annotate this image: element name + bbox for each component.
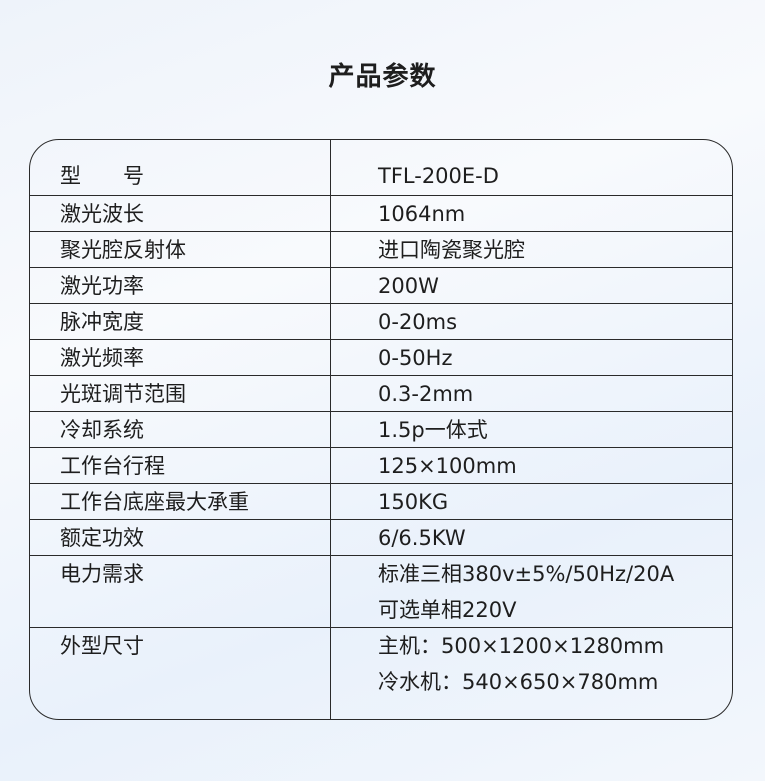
table-row: 工作台底座最大承重 150KG — [30, 484, 732, 520]
row-label: 工作台底座最大承重 — [60, 490, 249, 514]
value-line: 125×100mm — [378, 454, 517, 478]
row-label: 聚光腔反射体 — [60, 238, 186, 262]
table-row: 聚光腔反射体 进口陶瓷聚光腔 — [30, 232, 732, 268]
row-value: 主机：500×1200×1280mm 冷水机：540×650×780mm — [378, 628, 664, 700]
spec-table: 型 号 TFL-200E-D 激光波长 1064nm 聚光腔反射体 进口陶瓷聚光腔激光功率… — [29, 139, 733, 720]
column-divider — [330, 140, 331, 719]
table-row: 额定功效 6/6.5KW — [30, 520, 732, 556]
row-value: 150KG — [378, 484, 448, 520]
value-line: 6/6.5KW — [378, 526, 466, 550]
value-line: 0-50Hz — [378, 346, 453, 370]
value-line: 冷水机：540×650×780mm — [378, 670, 659, 694]
row-value: 0-20ms — [378, 304, 457, 340]
row-value: 6/6.5KW — [378, 520, 466, 556]
row-label: 激光频率 — [60, 346, 144, 370]
table-row: 冷却系统 1.5p一体式 — [30, 412, 732, 448]
table-row: 激光功率 200W — [30, 268, 732, 304]
table-row: 激光频率 0-50Hz — [30, 340, 732, 376]
row-label: 激光功率 — [60, 274, 144, 298]
table-row: 型 号 TFL-200E-D — [30, 140, 732, 196]
table-row: 光斑调节范围 0.3-2mm — [30, 376, 732, 412]
row-value: 0.3-2mm — [378, 376, 473, 412]
row-value: 1064nm — [378, 196, 465, 232]
row-label: 冷却系统 — [60, 418, 144, 442]
row-label: 型 号 — [60, 164, 144, 188]
value-line: 0.3-2mm — [378, 382, 474, 406]
table-row: 工作台行程 125×100mm — [30, 448, 732, 484]
table-row: 电力需求 标准三相380v±5%/50Hz/20A 可选单相220V — [30, 556, 732, 628]
row-label: 额定功效 — [60, 526, 144, 550]
row-value: 进口陶瓷聚光腔 — [378, 232, 525, 268]
value-line: 进口陶瓷聚光腔 — [378, 238, 525, 262]
row-label: 电力需求 — [60, 562, 144, 586]
row-label: 工作台行程 — [60, 454, 165, 478]
value-line: 可选单相220V — [378, 598, 517, 622]
row-label: 激光波长 — [60, 202, 144, 226]
row-value: 0-50Hz — [378, 340, 452, 376]
table-row: 脉冲宽度 0-20ms — [30, 304, 732, 340]
value-line: 0-20ms — [378, 310, 458, 334]
value-line: 200W — [378, 274, 439, 298]
row-value: 1.5p一体式 — [378, 412, 488, 448]
row-label: 脉冲宽度 — [60, 310, 144, 334]
row-value: 标准三相380v±5%/50Hz/20A 可选单相220V — [378, 556, 674, 628]
value-line: 1064nm — [378, 202, 466, 226]
row-value: TFL-200E-D — [378, 158, 499, 194]
value-line: 标准三相380v±5%/50Hz/20A — [378, 562, 675, 586]
table-row: 激光波长 1064nm — [30, 196, 732, 232]
value-line: 150KG — [378, 490, 449, 514]
table-row: 外型尺寸 主机：500×1200×1280mm 冷水机：540×650×780mm — [30, 628, 732, 719]
value-line: TFL-200E-D — [378, 164, 499, 188]
page-title: 产品参数 — [328, 62, 437, 92]
value-line: 1.5p一体式 — [378, 418, 488, 442]
row-value: 125×100mm — [378, 448, 517, 484]
row-label: 外型尺寸 — [60, 634, 144, 658]
value-line: 主机：500×1200×1280mm — [378, 634, 665, 658]
row-label: 光斑调节范围 — [60, 382, 186, 406]
row-value: 200W — [378, 268, 439, 304]
